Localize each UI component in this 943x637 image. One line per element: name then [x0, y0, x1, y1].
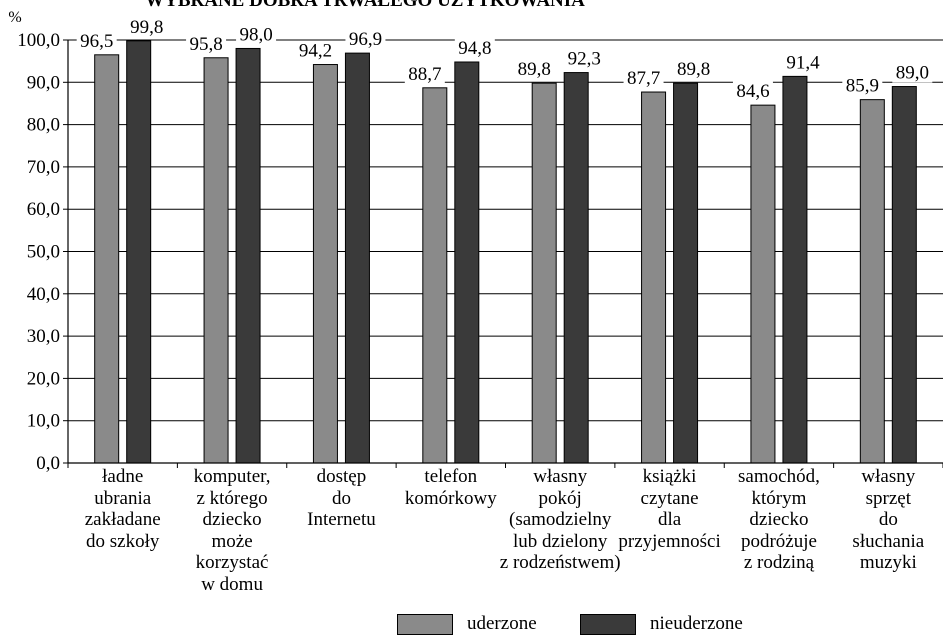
bar-uderzone	[642, 92, 666, 463]
y-tick-label: 20,0	[27, 368, 60, 389]
y-tick-label: 30,0	[27, 326, 60, 347]
y-tick-label: 70,0	[27, 157, 60, 178]
bar-nieuderzone	[564, 73, 588, 463]
y-tick-label: 90,0	[27, 72, 60, 93]
y-tick-label: 80,0	[27, 115, 60, 136]
bar-uderzone	[313, 65, 337, 463]
bar-nieuderzone	[345, 53, 369, 463]
y-tick-label: 100,0	[17, 30, 60, 51]
y-tick-label: 40,0	[27, 284, 60, 305]
y-axis-unit-label: %	[8, 9, 21, 26]
bar-nieuderzone	[783, 76, 807, 463]
bar-uderzone	[860, 100, 884, 463]
value-label-uderzone: 96,5	[80, 31, 113, 52]
value-label-uderzone: 89,8	[518, 59, 551, 80]
value-label-nieuderzone: 91,4	[786, 52, 820, 73]
value-label-nieuderzone: 96,9	[349, 29, 382, 50]
value-label-uderzone: 95,8	[189, 34, 222, 55]
bar-uderzone	[95, 55, 119, 463]
bar-uderzone	[751, 105, 775, 463]
bar-uderzone	[532, 83, 556, 463]
value-label-nieuderzone: 89,8	[677, 59, 710, 80]
bar-nieuderzone	[674, 83, 698, 463]
legend-item-uderzone: uderzone	[397, 613, 537, 635]
y-tick-label: 60,0	[27, 199, 60, 220]
value-label-nieuderzone: 89,0	[896, 63, 929, 84]
y-tick-label: 0,0	[36, 453, 60, 474]
legend-label-uderzone: uderzone	[467, 613, 537, 635]
bar-nieuderzone	[236, 48, 260, 463]
legend-swatch-nieuderzone	[580, 614, 636, 635]
bar-uderzone	[204, 58, 228, 463]
value-label-uderzone: 84,6	[736, 81, 769, 102]
x-category-label: własny sprzęt do słuchania muzyki	[823, 466, 943, 574]
bar-nieuderzone	[127, 41, 151, 463]
value-label-nieuderzone: 98,0	[239, 24, 272, 45]
legend-item-nieuderzone: nieuderzone	[580, 613, 743, 635]
y-tick-label: 50,0	[27, 242, 60, 263]
value-label-nieuderzone: 92,3	[568, 49, 601, 70]
bar-nieuderzone	[892, 87, 916, 463]
value-label-uderzone: 88,7	[408, 64, 441, 85]
value-label-uderzone: 85,9	[846, 76, 879, 97]
legend-swatch-uderzone	[397, 614, 453, 635]
legend-label-nieuderzone: nieuderzone	[650, 613, 743, 635]
bar-uderzone	[423, 88, 447, 463]
value-label-nieuderzone: 94,8	[458, 38, 491, 59]
value-label-uderzone: 94,2	[299, 41, 332, 62]
y-tick-label: 10,0	[27, 411, 60, 432]
bar-nieuderzone	[455, 62, 479, 463]
chart-title: WYBRANE DOBRA TRWAŁEGO UŻYTKOWANIA	[145, 0, 585, 11]
value-label-uderzone: 87,7	[627, 68, 660, 89]
value-label-nieuderzone: 99,8	[130, 17, 163, 38]
